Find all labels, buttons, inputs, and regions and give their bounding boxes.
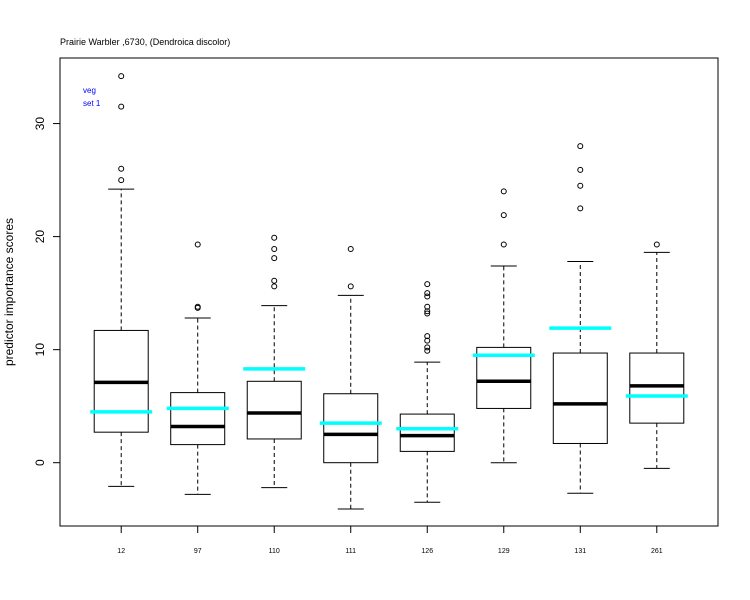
box (629, 352, 685, 424)
outlier-point (653, 241, 660, 248)
outlier-point (424, 347, 431, 354)
chart-title: Prairie Warbler ,6730, (Dendroica discol… (60, 37, 230, 47)
outlier-point (118, 73, 125, 80)
x-tick-label: 110 (269, 548, 280, 555)
outlier-point (577, 205, 584, 212)
outlier-point (271, 255, 278, 262)
outlier-point (577, 143, 584, 150)
outlier-point (194, 303, 201, 310)
outlier-point (118, 165, 125, 172)
outlier-point (424, 303, 431, 310)
outlier-point (271, 246, 278, 253)
box (323, 393, 379, 464)
legend-entry-set: set 1 (83, 99, 101, 108)
y-tick-label: 10 (33, 343, 47, 357)
box (170, 392, 226, 446)
outlier-point (424, 290, 431, 297)
outlier-point (118, 177, 125, 184)
x-tick-label: 126 (421, 548, 433, 555)
box (246, 380, 302, 440)
legend-entry-veg: veg (83, 86, 96, 95)
box (476, 346, 532, 409)
outlier-point (271, 283, 278, 290)
outlier-point (271, 277, 278, 284)
outlier-point (118, 103, 125, 110)
y-tick-label: 0 (33, 459, 47, 466)
outlier-point (577, 182, 584, 189)
x-tick-label: 12 (117, 548, 125, 555)
x-tick-label: 131 (574, 548, 586, 555)
outlier-point (424, 310, 431, 317)
outlier-point (424, 333, 431, 340)
outlier-point (500, 212, 507, 219)
outlier-point (500, 241, 507, 248)
y-axis-label: predictor importance scores (2, 218, 16, 366)
box (399, 413, 455, 452)
outlier-point (271, 234, 278, 241)
outlier-point (577, 166, 584, 173)
outlier-point (347, 246, 354, 253)
outlier-point (424, 344, 431, 351)
x-tick-label: 111 (345, 548, 356, 555)
outlier-point (500, 188, 507, 195)
x-tick-label: 97 (194, 548, 202, 555)
outlier-point (194, 241, 201, 248)
plot-frame (59, 57, 719, 527)
x-tick-label: 129 (498, 548, 510, 555)
outlier-point (424, 293, 431, 300)
outlier-point (424, 281, 431, 288)
y-tick-label: 30 (33, 117, 47, 131)
box (552, 352, 608, 444)
x-tick-label: 261 (651, 548, 663, 555)
y-tick-label: 20 (33, 230, 47, 244)
outlier-point (347, 283, 354, 290)
